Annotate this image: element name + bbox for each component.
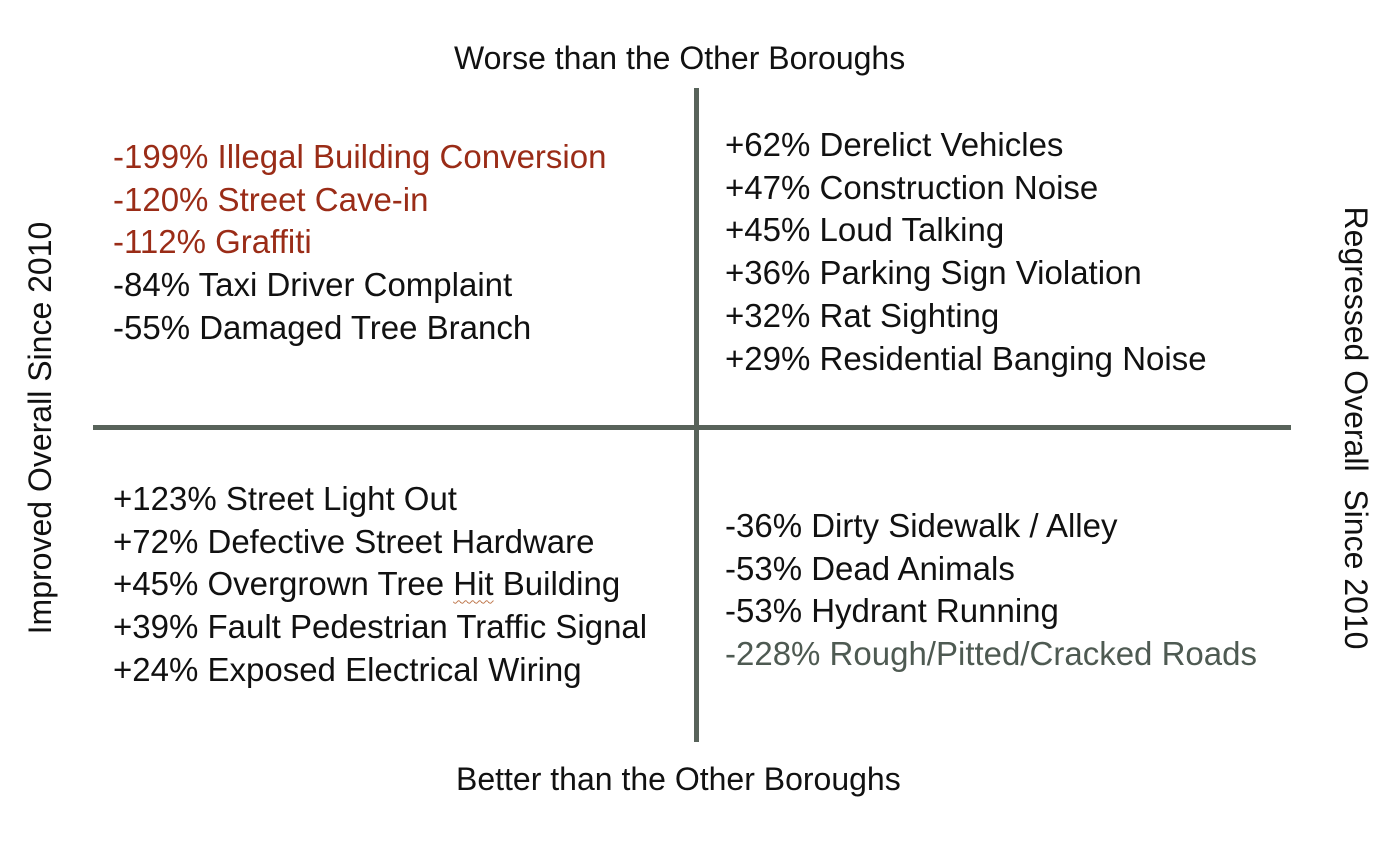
- item-text-before: +45% Overgrown Tree: [113, 565, 454, 603]
- quadrant-item: +47% Construction Noise: [725, 168, 1099, 206]
- quadrant-item: -199% Illegal Building Conversion: [113, 138, 607, 175]
- quadrant-item: +29% Residential Banging Noise: [725, 339, 1207, 377]
- quadrant-top-right: +62% Derelict Vehicles +47% Construction…: [725, 124, 1207, 380]
- spellcheck-marked-word: Hit: [453, 565, 494, 603]
- quadrant-item: +45% Loud Talking: [725, 211, 1005, 249]
- axis-label-bottom: Better than the Other Boroughs: [456, 761, 901, 797]
- quadrant-item: +62% Derelict Vehicles: [725, 126, 1064, 163]
- quadrant-item: -53% Hydrant Running: [725, 592, 1059, 630]
- quadrant-item: +24% Exposed Electrical Wiring: [113, 650, 582, 688]
- quadrant-item: +45% Overgrown Tree Hit Building: [113, 563, 647, 606]
- axis-label-right: Regressed Overall Since 2010: [1338, 206, 1374, 650]
- quadrant-item: -228% Rough/Pitted/Cracked Roads: [725, 635, 1257, 673]
- quadrant-top-left: -199% Illegal Building Conversion -120% …: [113, 136, 606, 350]
- quadrant-item: -55% Damaged Tree Branch: [113, 308, 532, 346]
- quadrant-item: +36% Parking Sign Violation: [725, 254, 1142, 292]
- quadrant-item: +123% Street Light Out: [113, 480, 457, 517]
- quadrant-item: +39% Fault Pedestrian Traffic Signal: [113, 608, 648, 646]
- quadrant-item: +72% Defective Street Hardware: [113, 522, 595, 560]
- quadrant-bottom-right: -36% Dirty Sidewalk / Alley -53% Dead An…: [725, 505, 1257, 676]
- quadrant-bottom-left: +123% Street Light Out +72% Defective St…: [113, 478, 647, 692]
- vertical-axis-line: [694, 88, 699, 742]
- axis-label-top: Worse than the Other Boroughs: [454, 40, 906, 76]
- quadrant-item: -112% Graffiti: [113, 223, 312, 261]
- quadrant-item: +32% Rat Sighting: [725, 296, 1000, 334]
- item-text-after: Building: [493, 565, 621, 603]
- axis-label-left: Improved Overall Since 2010: [22, 221, 58, 635]
- horizontal-axis-line: [93, 425, 1291, 430]
- quadrant-item: -36% Dirty Sidewalk / Alley: [725, 507, 1118, 544]
- quadrant-item: -120% Street Cave-in: [113, 180, 429, 218]
- quadrant-item: -53% Dead Animals: [725, 549, 1015, 587]
- quadrant-item: -84% Taxi Driver Complaint: [113, 266, 513, 304]
